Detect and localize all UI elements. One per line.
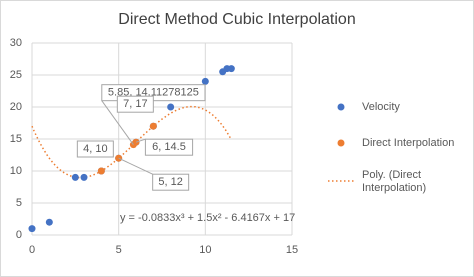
label-box bbox=[76, 140, 114, 158]
leader-line bbox=[101, 100, 134, 145]
point bbox=[167, 103, 175, 111]
y-tick-label: 25 bbox=[10, 69, 22, 81]
point bbox=[28, 225, 36, 233]
x-tick-label: 10 bbox=[199, 244, 211, 256]
point bbox=[149, 122, 157, 130]
y-tick-label: 10 bbox=[10, 165, 22, 177]
x-tick-label: 15 bbox=[286, 244, 298, 256]
x-tick-label: 5 bbox=[116, 244, 122, 256]
label-box bbox=[152, 173, 190, 191]
legend-marker bbox=[337, 139, 345, 147]
point bbox=[201, 77, 209, 85]
label-box bbox=[144, 138, 194, 156]
trendline-equation: y = -0.0833x³ + 1.5x² - 6.4167x + 17 bbox=[120, 212, 295, 224]
legend-label: Direct Interpolation bbox=[362, 137, 454, 149]
y-tick-label: 0 bbox=[16, 229, 22, 241]
x-tick-label: 0 bbox=[29, 244, 35, 256]
point bbox=[227, 65, 235, 73]
data-label: 7, 17 bbox=[123, 98, 147, 110]
legend-line: Poly. (Direct bbox=[362, 169, 421, 181]
y-tick-label: 30 bbox=[10, 37, 22, 49]
y-tick-label: 5 bbox=[16, 197, 22, 209]
y-tick-label: 15 bbox=[10, 133, 22, 145]
legend-line: Interpolation) bbox=[362, 182, 426, 194]
leader-line bbox=[118, 157, 153, 175]
point bbox=[80, 173, 88, 181]
y-tick-label: 20 bbox=[10, 101, 22, 113]
legend-marker bbox=[337, 103, 345, 111]
point bbox=[97, 167, 105, 175]
legend-label: Velocity bbox=[362, 101, 400, 113]
chart-title: Direct Method Cubic Interpolation bbox=[118, 11, 355, 28]
label-box bbox=[116, 95, 154, 113]
point bbox=[45, 218, 53, 226]
data-label: 4, 10 bbox=[83, 143, 107, 155]
legend-label: Poly. (Direct Interpolation) bbox=[362, 169, 426, 194]
point bbox=[71, 173, 79, 181]
data-label: 5.85, 14.11278125 bbox=[108, 87, 199, 99]
data-label: 5, 12 bbox=[158, 176, 182, 188]
data-label: 6, 14.5 bbox=[152, 141, 186, 153]
leader-line bbox=[135, 138, 146, 143]
